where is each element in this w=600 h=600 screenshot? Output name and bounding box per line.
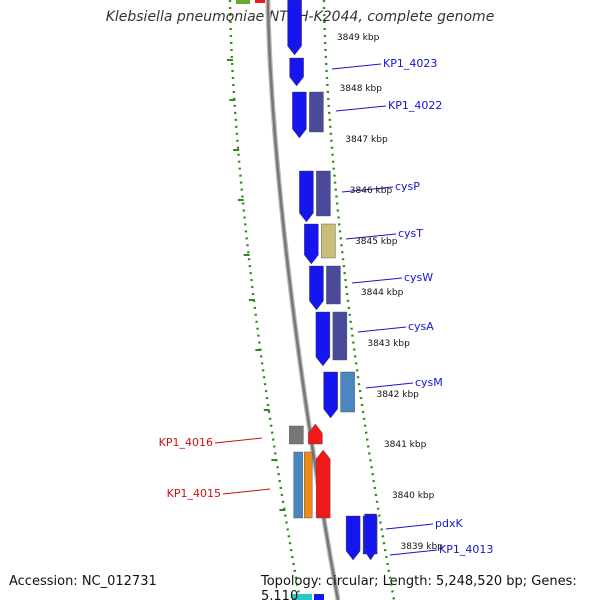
forward-gene-arrow[interactable] — [323, 371, 338, 419]
kbp-label: 3846 kbp — [350, 186, 393, 196]
kbp-label: 3840 kbp — [392, 491, 435, 501]
topology-summary: Topology: circular; Length: 5,248,520 bp… — [261, 574, 577, 600]
ortholog-block[interactable] — [332, 311, 348, 361]
forward-gene-arrow[interactable] — [289, 57, 304, 87]
gene-labels[interactable]: KP1_4023 KP1_4022 cysP cysT cysW cysA cysM pdxK… — [159, 57, 494, 556]
label-leader-line — [345, 233, 397, 240]
right-outer-track — [322, 0, 396, 600]
label-leader-line — [335, 105, 387, 112]
partial-feature — [236, 0, 250, 4]
label-leader-line — [385, 523, 434, 530]
ortholog-block[interactable] — [321, 223, 336, 259]
accession-label: Accession: NC_012731 — [9, 574, 157, 589]
forward-gene-label[interactable]: KP1_4022 — [388, 99, 442, 112]
kbp-label: 3845 kbp — [355, 237, 398, 247]
kbp-label: 3844 kbp — [361, 288, 404, 298]
forward-gene-label[interactable]: cysP — [395, 180, 420, 193]
label-leader-line — [331, 63, 382, 70]
ortholog-block[interactable] — [289, 425, 304, 445]
kbp-label: 3849 kbp — [337, 33, 380, 43]
kbp-label: 3842 kbp — [376, 390, 419, 400]
forward-gene-label[interactable]: cysM — [415, 376, 443, 389]
reverse-gene-arrow[interactable] — [308, 423, 323, 445]
kbp-label: 3839 kbp — [400, 542, 443, 552]
forward-gene-arrow[interactable] — [304, 223, 319, 265]
gene-features[interactable] — [236, 0, 378, 600]
partial-feature — [255, 0, 265, 3]
kbp-label: 3843 kbp — [367, 339, 410, 349]
label-leader-line — [389, 549, 438, 556]
forward-gene-arrow[interactable] — [315, 311, 331, 367]
feature-tracks — [226, 0, 396, 600]
kbp-label: 3848 kbp — [340, 84, 383, 94]
ortholog-block[interactable] — [316, 170, 331, 217]
label-leader-line — [341, 186, 394, 193]
ortholog-block[interactable] — [309, 91, 324, 133]
partial-feature — [314, 594, 324, 600]
reverse-gene-arrow[interactable] — [315, 449, 331, 519]
forward-gene-arrow[interactable] — [309, 265, 324, 311]
forward-gene-label[interactable]: pdxK — [435, 517, 463, 530]
label-leader-line — [222, 488, 271, 495]
ortholog-block[interactable] — [340, 371, 355, 413]
label-leader-line — [357, 326, 407, 333]
forward-gene-label[interactable]: KP1_4023 — [383, 57, 437, 70]
forward-gene-arrow[interactable] — [364, 513, 377, 561]
reverse-gene-label[interactable]: KP1_4016 — [159, 436, 213, 449]
forward-gene-label[interactable]: cysA — [408, 320, 434, 333]
ortholog-block[interactable] — [326, 265, 341, 305]
kbp-tick-labels: 3849 kbp 3848 kbp 3847 kbp 3846 kbp 3845 kbp… — [337, 33, 443, 552]
forward-gene-arrow[interactable] — [345, 515, 361, 561]
kbp-label: 3841 kbp — [384, 440, 427, 450]
forward-gene-arrow[interactable] — [292, 91, 307, 139]
forward-gene-label[interactable]: KP1_4013 — [439, 543, 493, 556]
kbp-label: 3847 kbp — [345, 135, 388, 145]
partial-feature — [292, 594, 312, 600]
forward-gene-arrow[interactable] — [287, 0, 302, 56]
forward-gene-label[interactable]: cysT — [398, 227, 423, 240]
label-leader-line — [214, 437, 263, 444]
label-leader-line — [351, 277, 403, 284]
forward-gene-label[interactable]: cysW — [404, 271, 433, 284]
forward-gene-arrow[interactable] — [299, 170, 314, 223]
ortholog-block[interactable] — [293, 451, 303, 519]
label-leader-line — [365, 382, 414, 389]
ortholog-block[interactable] — [303, 451, 313, 519]
reverse-gene-label[interactable]: KP1_4015 — [167, 487, 221, 500]
